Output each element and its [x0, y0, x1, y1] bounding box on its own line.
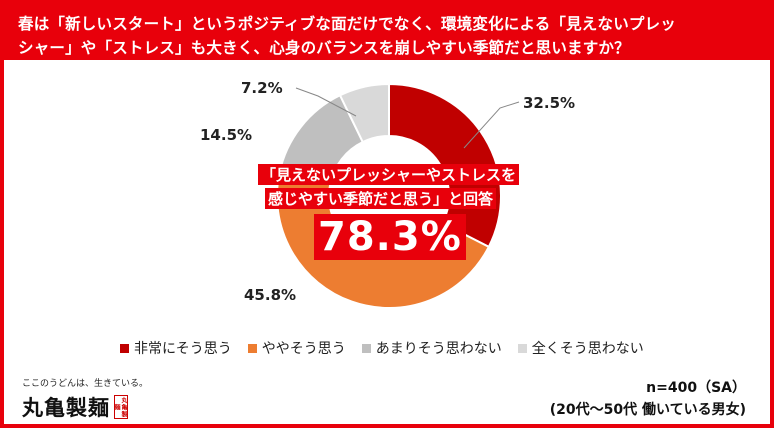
legend-swatch [517, 343, 527, 353]
data-label-not-at-all: 7.2% [241, 79, 283, 97]
data-label-somewhat: 45.8% [244, 286, 297, 304]
legend-item-not-much: あまりそう思わない [361, 338, 502, 358]
legend-label: ややそう思う [261, 341, 346, 357]
legend-swatch [361, 343, 371, 353]
legend-swatch [120, 343, 129, 353]
data-label-not-much: 14.5% [200, 126, 253, 144]
chart-title-line-1: 春は「新しいスタート」というポジティブな面だけでなく、環境変化による「見えないプ… [18, 15, 677, 33]
callout-text-line-1: 「見えないプレッシャーやストレスを [258, 164, 520, 185]
brand-seal-icon: 丸亀製麺 [113, 395, 128, 419]
data-label-very-much: 32.5% [523, 94, 576, 112]
brand-tagline: ここのうどんは、生きている。 [22, 379, 149, 389]
brand-logo: ここのうどんは、生きている。 丸亀製麺 丸亀製麺 [22, 376, 148, 422]
leader-line-very-much [463, 101, 520, 149]
slice-not-at-all [338, 82, 390, 144]
legend-swatch [247, 343, 257, 353]
callout-value: 78.3% [314, 214, 466, 260]
sample-demographic: (20代～50代 働いている男女) [549, 402, 746, 418]
brand-logo-row: 丸亀製麺 丸亀製麺 [22, 392, 148, 422]
title-banner: 春は「新しいスタート」というポジティブな面だけでなく、環境変化による「見えないプ… [4, 4, 770, 60]
legend-item-somewhat: ややそう思う [247, 338, 346, 358]
legend-item-not-at-all: 全くそう思わない [517, 338, 644, 358]
brand-name: 丸亀製麺 [22, 395, 110, 420]
sample-note: n=400（SA） (20代～50代 働いている男女) [550, 377, 746, 421]
legend-item-very-much: 非常にそう思う [120, 338, 232, 358]
legend-label: 全くそう思わない [531, 341, 644, 357]
legend-label: あまりそう思わない [375, 341, 502, 357]
callout-text-line-2: 感じやすい季節だと思う」と回答 [265, 188, 497, 209]
chart-legend: 非常にそう思う ややそう思う あまりそう思わない 全くそう思わない [120, 338, 644, 358]
leader-line-not-at-all [295, 87, 357, 117]
sample-size: n=400（SA） [646, 380, 746, 396]
chart-title-line-2: シャー」や「ストレス」も大きく、心身のバランスを崩しやすい季節だと思いますか？ [18, 39, 630, 57]
legend-label: 非常にそう思う [134, 341, 232, 357]
